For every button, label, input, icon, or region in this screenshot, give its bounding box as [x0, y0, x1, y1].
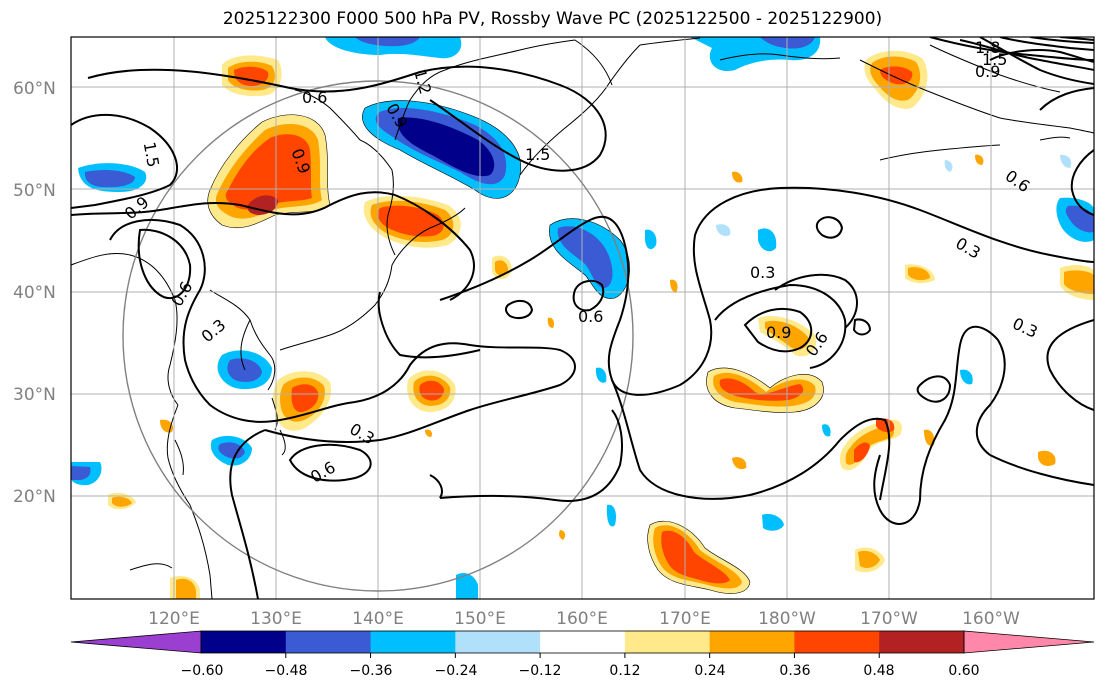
- contour-label: 0.3: [750, 263, 775, 282]
- region-circle: [122, 80, 634, 592]
- colorbar-tick-label: −0.60: [181, 663, 224, 679]
- coastlines: [71, 37, 1094, 599]
- colorbar-tick-label: 0.48: [863, 663, 894, 679]
- colorbar-swatch: [455, 631, 541, 653]
- colorbar-tick-label: −0.36: [350, 663, 393, 679]
- map-border: [70, 36, 1095, 600]
- contour-label: 1.5: [982, 50, 1007, 69]
- colorbar-tick-label: −0.24: [435, 663, 478, 679]
- lon-tick-label: 170°E: [659, 609, 711, 629]
- lat-tick-label: 30°N: [13, 385, 56, 405]
- colorbar-tick-label: 0.60: [948, 663, 979, 679]
- colorbar-swatch: [624, 631, 711, 653]
- lon-axis: 120°E 130°E 140°E 150°E 160°E 170°E 180°…: [148, 609, 1020, 629]
- colorbar-tick-label: 0.24: [694, 663, 725, 679]
- lat-axis: 60°N 50°N 40°N 30°N 20°N: [13, 79, 56, 507]
- lon-tick-label: 180°W: [758, 609, 816, 629]
- contour-label: 0.6: [302, 88, 327, 107]
- colorbar-swatch: [794, 631, 880, 653]
- lat-tick-label: 40°N: [13, 283, 56, 303]
- contour-label: 1.8: [975, 38, 1000, 57]
- colorbar-swatch: [879, 631, 965, 653]
- map-title: 2025122300 F000 500 hPa PV, Rossby Wave …: [222, 9, 883, 29]
- colorbar-tick-label: 0.12: [609, 663, 640, 679]
- colorbar-swatch: [285, 631, 372, 653]
- lat-tick-label: 60°N: [13, 79, 56, 99]
- colorbar-tick-label: −0.48: [265, 663, 308, 679]
- contour-label: 0.9: [975, 62, 1000, 81]
- colorbar-tick-label: 0.36: [779, 663, 810, 679]
- pv-contours: [71, 37, 1094, 599]
- lon-tick-label: 140°E: [352, 609, 404, 629]
- gridlines: [71, 37, 1094, 599]
- lat-tick-label: 50°N: [13, 181, 56, 201]
- negative-anomaly-north: [325, 37, 462, 59]
- lon-tick-label: 150°E: [454, 609, 506, 629]
- contour-label: 0.9: [766, 323, 791, 342]
- lat-tick-label: 20°N: [13, 487, 56, 507]
- colorbar-swatch: [540, 631, 626, 653]
- lon-tick-label: 160°E: [556, 609, 608, 629]
- contour-label: 1.5: [525, 145, 550, 164]
- contour-label: 1.5: [140, 140, 163, 168]
- lon-tick-label: 170°W: [860, 609, 918, 629]
- shading-outlines: [207, 100, 824, 594]
- lon-tick-label: 160°W: [962, 609, 1020, 629]
- lon-tick-label: 130°E: [250, 609, 302, 629]
- colorbar-tick-label: −0.12: [519, 663, 562, 679]
- colorbar-swatch: [370, 631, 456, 653]
- colorbar: −0.60 −0.48 −0.36 −0.24 −0.12 0.12 0.24 …: [70, 630, 1095, 679]
- colorbar-swatch: [201, 631, 287, 653]
- colorbar-extend-high: [963, 630, 1095, 654]
- colorbar-extend-low: [70, 630, 202, 654]
- colorbar-swatch: [709, 631, 795, 653]
- lon-tick-label: 120°E: [148, 609, 200, 629]
- colorbar-frame: [200, 630, 965, 654]
- contour-label: 0.6: [578, 307, 603, 326]
